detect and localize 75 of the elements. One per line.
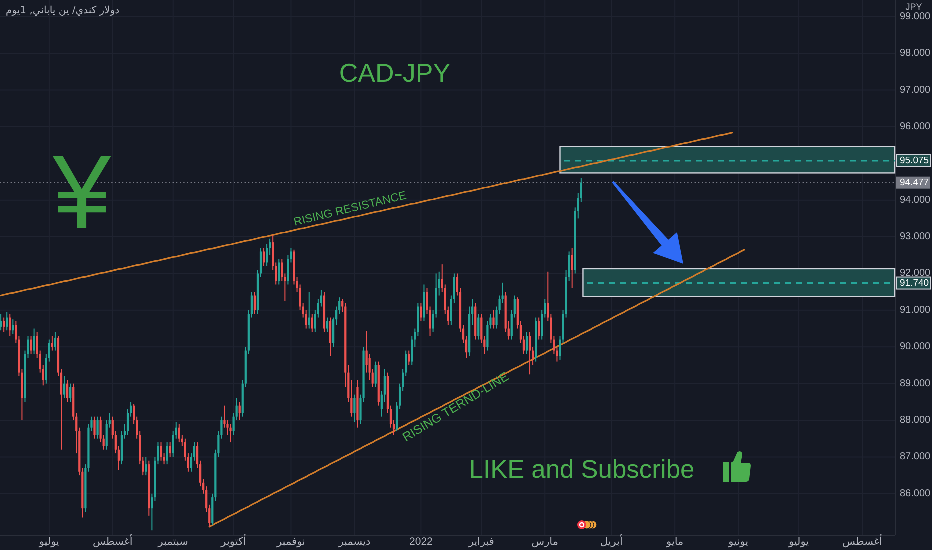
candlestick <box>254 292 256 315</box>
x-tick-label: أغسطس <box>93 534 133 548</box>
x-tick-label: أكتوبر <box>220 534 246 548</box>
line-series <box>0 132 734 297</box>
annotation: ¥ <box>52 135 112 251</box>
candlestick <box>3 317 6 333</box>
candlestick <box>6 312 8 332</box>
candlestick <box>278 258 280 286</box>
candlestick <box>96 416 99 440</box>
candlestick <box>63 376 66 399</box>
text: دولار كندي/ ين ياباني, 1يوم <box>6 6 120 16</box>
y-tick-label: 86.000 <box>900 488 932 500</box>
candlestick <box>230 424 232 444</box>
candlestick <box>54 332 57 352</box>
candlestick <box>12 319 14 335</box>
y-tick-label: 92.000 <box>900 268 932 280</box>
y-tick-label: 87.000 <box>900 452 932 463</box>
candlestick <box>492 310 495 330</box>
x-tick-label: مايو <box>666 536 684 548</box>
y-tick-label: 93.000 <box>900 232 932 243</box>
x-tick-label: يوليو <box>38 536 60 548</box>
candlestick <box>528 332 532 376</box>
y-tick-label: 89.000 <box>900 378 932 390</box>
candlestick <box>326 317 329 333</box>
candlestick <box>94 416 96 440</box>
y-tick-label: 94.000 <box>900 194 932 206</box>
x-tick-label: يونيو <box>728 536 749 548</box>
candlestick <box>308 292 310 330</box>
candlestick <box>571 248 574 289</box>
candlestick <box>238 402 241 422</box>
x-tick-label: أغسطس <box>842 534 882 548</box>
text: CAD-JPY <box>339 58 451 88</box>
ref-line-label: 91.740 <box>900 278 930 289</box>
candlestick <box>311 314 314 333</box>
candlestick <box>374 361 377 388</box>
y-tick-label: 91.000 <box>900 304 932 316</box>
x-tick-label: أبريل <box>600 534 623 548</box>
x-tick-label: مارس <box>532 536 558 548</box>
candlestick <box>0 314 2 332</box>
candlestick <box>538 317 540 340</box>
candlestick <box>262 248 266 267</box>
ref-line-label: 95.075 <box>900 155 930 166</box>
candlestick <box>166 442 168 466</box>
y-tick-label: 99.000 <box>900 11 932 22</box>
ref-line-label: 94.477 <box>900 177 930 188</box>
candlestick <box>354 394 356 423</box>
candlestick <box>526 332 528 355</box>
x-tick-label: فبراير <box>468 536 494 548</box>
candlestick <box>66 380 69 403</box>
line-series <box>208 249 746 528</box>
candlestick <box>9 314 12 337</box>
y-axis-title: JPY <box>906 2 922 12</box>
candlestick <box>145 456 148 476</box>
candlestick <box>408 350 410 366</box>
y-tick-label: 90.000 <box>900 342 932 353</box>
candlestick <box>33 328 36 355</box>
x-tick-label: يوليو <box>788 536 810 548</box>
candlestick <box>70 383 72 403</box>
candlestick <box>30 336 32 355</box>
x-tick-label: ديسمبر <box>338 536 372 548</box>
x-tick-label: 2022 <box>410 536 434 548</box>
x-tick-label: نوفمبر <box>276 536 306 548</box>
y-tick-label: 88.000 <box>900 415 932 426</box>
y-tick-label: 97.000 <box>900 84 932 96</box>
annotation: LIKE and Subscribe <box>469 456 695 484</box>
candlestick <box>178 424 180 444</box>
candlestick <box>169 442 172 458</box>
y-tick-label: 96.000 <box>900 121 932 132</box>
candlestick <box>329 317 332 357</box>
candlestick <box>478 314 480 340</box>
x-tick-label: سبتمبر <box>157 536 188 548</box>
candlestick <box>51 336 54 352</box>
candlestick <box>160 442 162 462</box>
candlestick <box>420 302 422 322</box>
y-tick-label: 98.000 <box>900 48 932 60</box>
